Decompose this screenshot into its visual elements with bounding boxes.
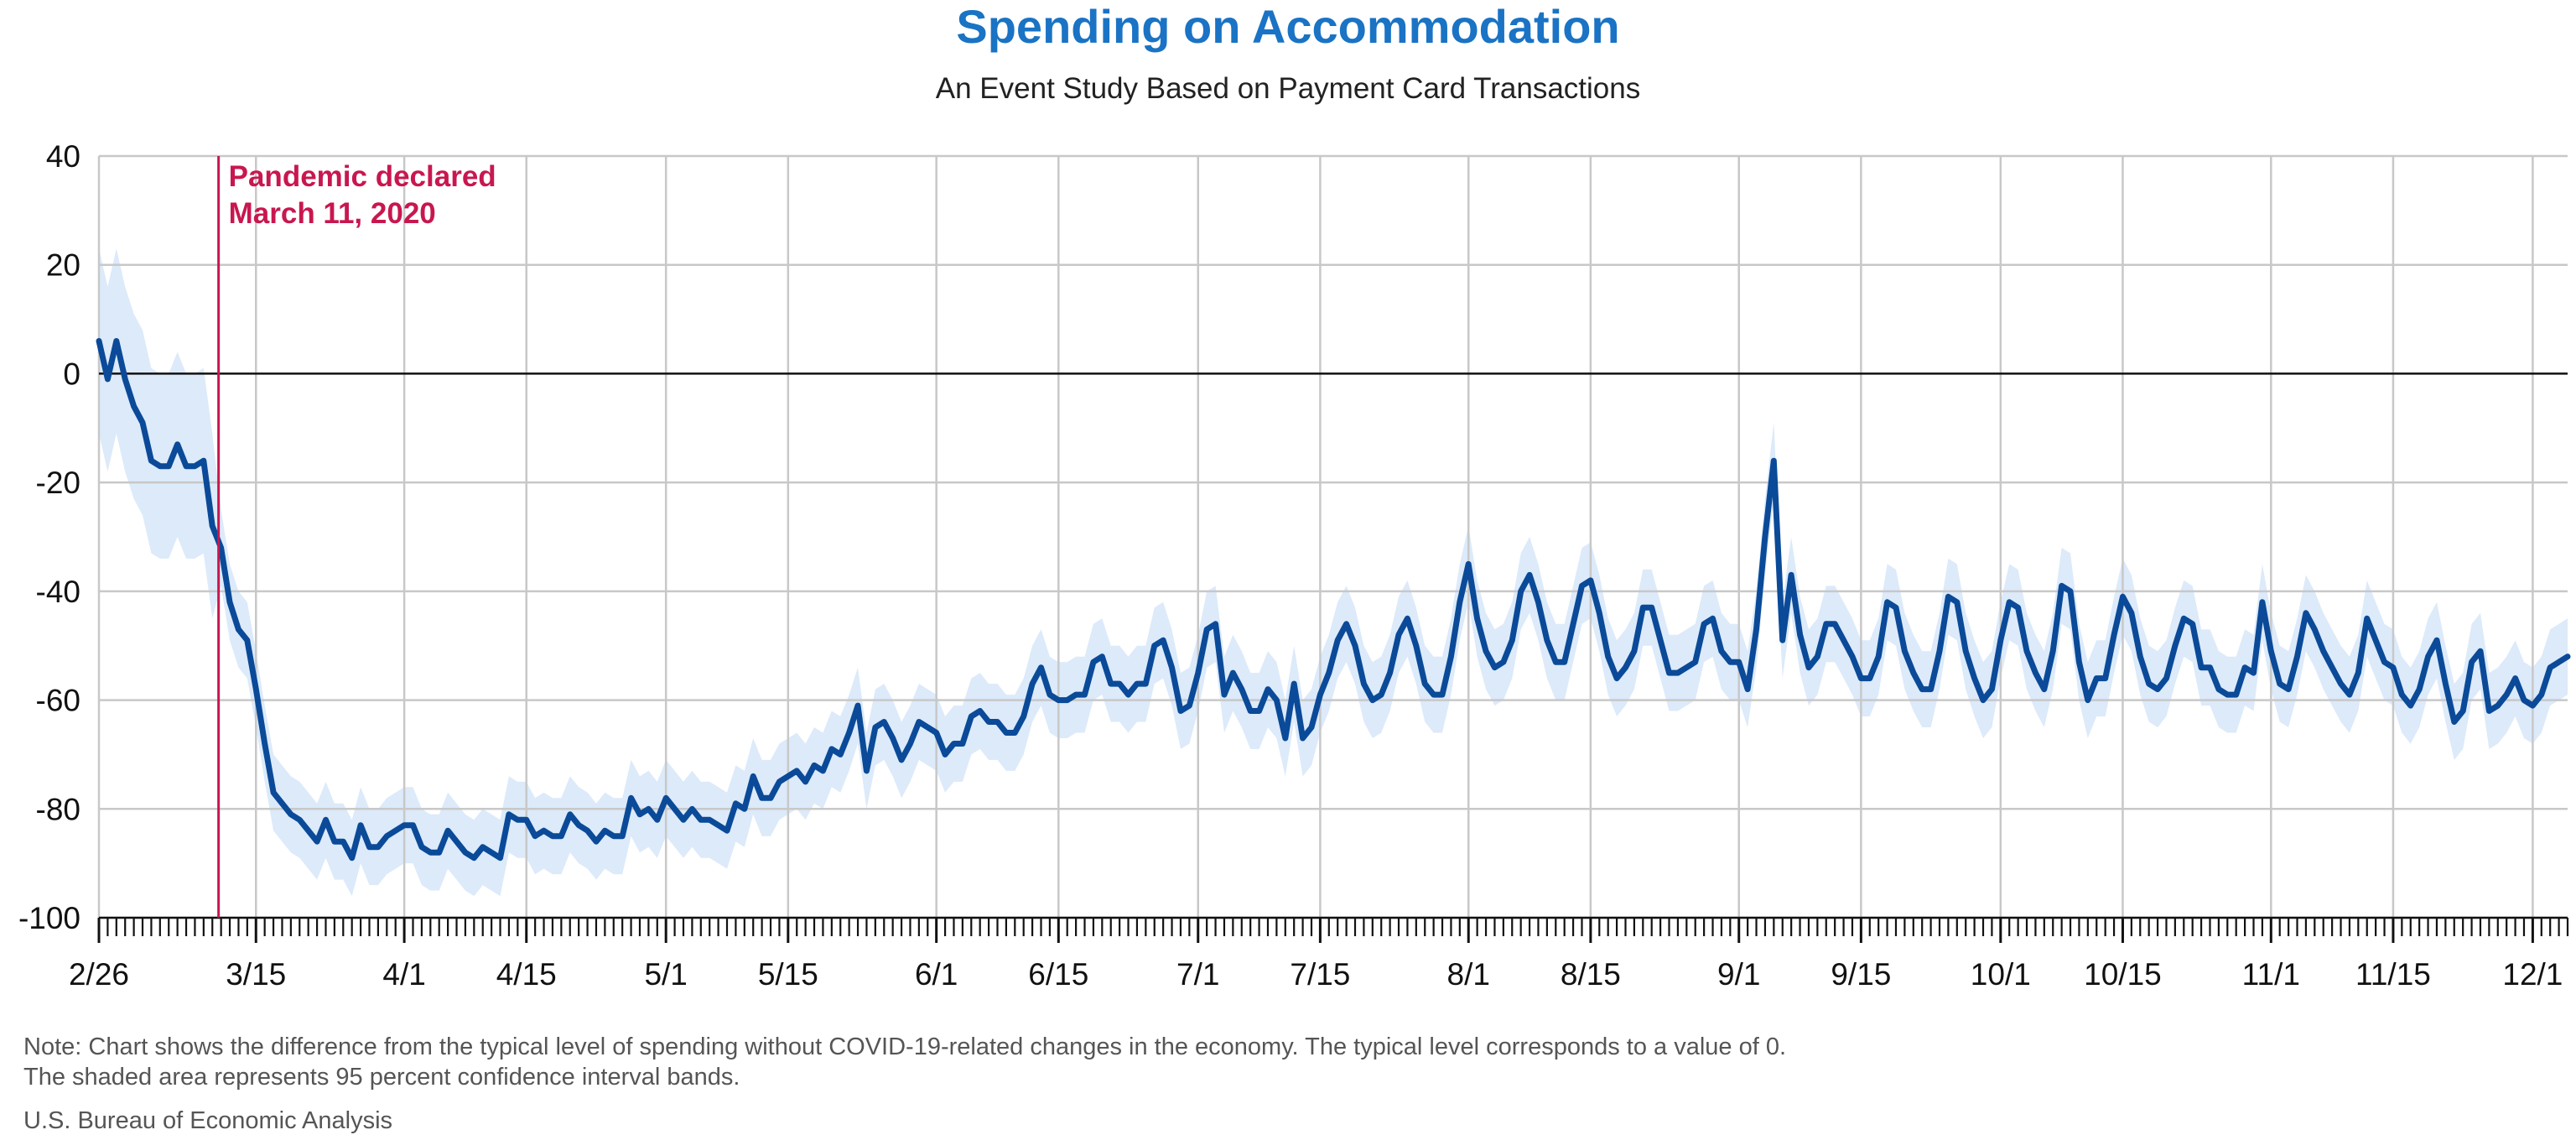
y-tick-label: -40 [36, 575, 80, 609]
confidence-band-layer [99, 248, 2568, 897]
annotation-line-2: March 11, 2020 [229, 197, 436, 230]
y-tick-label: -60 [36, 684, 80, 718]
x-tick-label: 7/1 [1176, 957, 1219, 992]
x-tick-label: 11/15 [2355, 957, 2431, 992]
x-tick-label: 10/1 [1971, 957, 2031, 992]
grid-layer [97, 154, 2568, 919]
x-tick-label: 8/1 [1447, 957, 1490, 992]
x-tick-label: 11/1 [2242, 957, 2300, 992]
series-line [96, 338, 2571, 862]
x-tick-label: 12/1 [2502, 957, 2563, 992]
axis-layer: 2/26 3/15 4/1 4/15 5/1 5/15 6/1 6/15 7/1 7/15 8/1 8… [18, 139, 2569, 992]
annotation-layer: Pandemic declared March 11, 2020 [217, 156, 496, 918]
x-tick-label: 2/26 [69, 957, 129, 992]
x-tick-label: 4/1 [382, 957, 425, 992]
chart-subtitle: An Event Study Based on Payment Card Tra… [935, 72, 1641, 105]
y-tick-label: 0 [63, 357, 80, 391]
x-tick-label: 10/15 [2084, 957, 2162, 992]
chart-plot: 2/26 3/15 4/1 4/15 5/1 5/15 6/1 6/15 7/1 7/15 8/1 8… [18, 139, 2571, 992]
x-tick-label: 7/15 [1290, 957, 1350, 992]
note-line-1: Note: Chart shows the difference from th… [23, 1033, 1787, 1060]
y-tick-label: -20 [36, 466, 80, 500]
x-tick-label: 6/15 [1028, 957, 1088, 992]
x-tick-label: 9/15 [1831, 957, 1891, 992]
confidence-band [99, 248, 2568, 897]
x-tick-label: 5/15 [758, 957, 818, 992]
note-line-2: The shaded area represents 95 percent co… [23, 1064, 740, 1091]
y-tick-label: 40 [46, 139, 80, 174]
chart-title: Spending on Accommodation [956, 0, 1620, 53]
y-tick-label: -100 [18, 901, 80, 935]
x-tick-label: 3/15 [226, 957, 286, 992]
x-tick-label: 5/1 [644, 957, 687, 992]
series-layer [96, 338, 2571, 862]
x-tick-label: 4/15 [496, 957, 557, 992]
x-tick-label: 9/1 [1717, 957, 1760, 992]
x-tick-label: 6/1 [915, 957, 958, 992]
y-tick-label: -80 [36, 792, 80, 826]
annotation-line-1: Pandemic declared [229, 160, 496, 193]
x-tick-label: 8/15 [1561, 957, 1621, 992]
y-tick-label: 20 [46, 248, 80, 283]
source-label: U.S. Bureau of Economic Analysis [23, 1107, 393, 1134]
